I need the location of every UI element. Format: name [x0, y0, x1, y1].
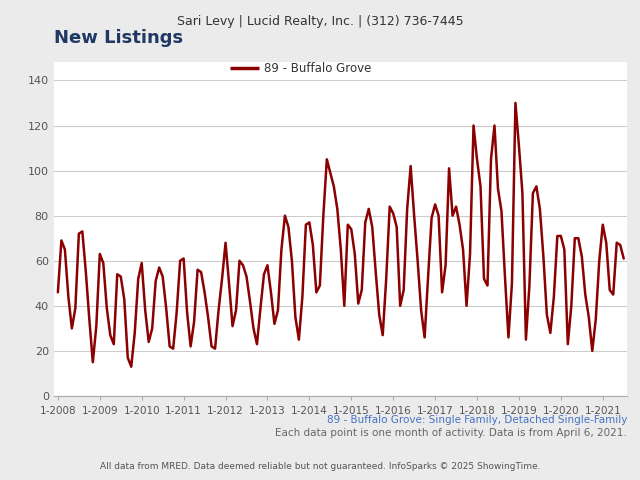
Text: 89 - Buffalo Grove: Single Family, Detached Single-Family: 89 - Buffalo Grove: Single Family, Detac…: [327, 415, 627, 425]
Text: All data from MRED. Data deemed reliable but not guaranteed. InfoSparks © 2025 S: All data from MRED. Data deemed reliable…: [100, 462, 540, 471]
Text: Sari Levy | Lucid Realty, Inc. | (312) 736-7445: Sari Levy | Lucid Realty, Inc. | (312) 7…: [177, 15, 463, 28]
Text: 89 - Buffalo Grove: 89 - Buffalo Grove: [264, 61, 371, 75]
Text: Each data point is one month of activity. Data is from April 6, 2021.: Each data point is one month of activity…: [275, 428, 627, 438]
Text: New Listings: New Listings: [54, 29, 184, 47]
